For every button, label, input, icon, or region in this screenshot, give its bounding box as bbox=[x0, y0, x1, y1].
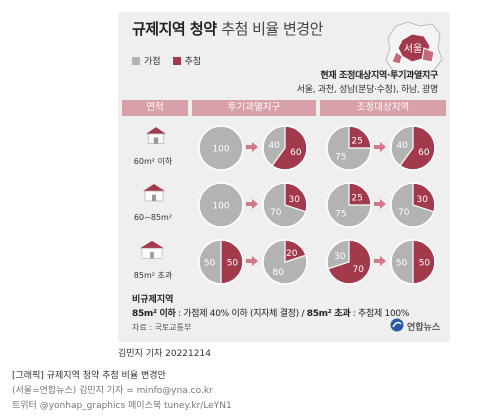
header-area: 면적 bbox=[122, 100, 188, 116]
yonhap-logo: 연합뉴스 bbox=[390, 318, 440, 335]
pie-general-value: 75 bbox=[335, 210, 346, 220]
title-normal: 추첨 비율 변경안 bbox=[221, 20, 323, 38]
header-speculative: 투기과열지구 bbox=[192, 100, 316, 116]
pie-lottery-value: 50 bbox=[227, 259, 239, 269]
house-icon-large bbox=[140, 240, 164, 259]
pie-outline bbox=[390, 182, 436, 228]
pie-general-value: 40 bbox=[396, 141, 408, 151]
change-arrow-icon bbox=[246, 142, 258, 152]
pie-general-slice bbox=[198, 182, 244, 228]
house-icon-small bbox=[146, 127, 166, 145]
pie-outline bbox=[390, 125, 436, 171]
legend-general-label: 가점 bbox=[144, 57, 161, 67]
rule-a-text: : 가점제 40% 이하 (지자체 결정) / bbox=[175, 309, 307, 319]
pie-lottery-value: 25 bbox=[351, 136, 362, 146]
pie-general-value: 30 bbox=[334, 252, 346, 262]
caption-social: 트위터 @yonhap_graphics 페이스북 tuney.kr/LeYN1 bbox=[12, 401, 232, 411]
rule-b-area: 85m² 초과 bbox=[306, 309, 351, 319]
adjustment-after-pie: 30 70 bbox=[390, 182, 436, 228]
non-regulated-heading: 비규제지역 bbox=[132, 295, 174, 305]
area-label: 85m² 초과 bbox=[133, 271, 173, 280]
pie-general-value: 75 bbox=[335, 153, 346, 163]
notice-regions: 서울, 과천, 성남(분당·수정), 하남, 광명 bbox=[296, 85, 439, 95]
pie-outline bbox=[326, 239, 372, 285]
speculative-before-pie: 100 bbox=[198, 182, 244, 228]
pie-lottery-value: 60 bbox=[418, 148, 430, 158]
pie-outline bbox=[326, 182, 372, 228]
caption-byline: (서울=연합뉴스) 김민지 기자 = minfo@yna.co.kr bbox=[12, 386, 213, 396]
pie-lottery-value: 50 bbox=[419, 259, 431, 269]
speculative-before-pie: 100 bbox=[198, 125, 244, 171]
pie-general-slice bbox=[198, 125, 244, 171]
yonhap-logo-text: 연합뉴스 bbox=[407, 323, 441, 333]
non-regulated-rule: 85m² 이하 : 가점제 40% 이하 (지자체 결정) / 85m² 초과 … bbox=[132, 306, 409, 319]
seoul-region-map-icon: 서울 bbox=[382, 18, 444, 78]
pie-general-value: 50 bbox=[396, 259, 408, 269]
speculative-before-pie: 50 50 bbox=[198, 239, 244, 285]
pie-outline bbox=[262, 182, 308, 228]
pie-lottery-value: 60 bbox=[290, 148, 302, 158]
source-note: 자료 : 국토교통부 bbox=[132, 323, 192, 332]
pie-general-value: 80 bbox=[273, 268, 285, 278]
pie-lottery-value: 30 bbox=[289, 195, 301, 205]
pie-general-value: 40 bbox=[268, 141, 280, 151]
pie-general-value: 50 bbox=[204, 259, 216, 269]
pie-lottery-value: 30 bbox=[417, 195, 429, 205]
adjustment-before-pie: 70 30 bbox=[326, 239, 372, 285]
house-icon-medium bbox=[143, 184, 165, 202]
area-row: 85m² 초과 50 50 20 80 70 30 50 50 bbox=[118, 236, 450, 286]
notice-heading: 현재 조정대상지역·투기과열지구 bbox=[320, 71, 438, 81]
change-arrow-icon bbox=[374, 256, 386, 266]
speculative-after-pie: 60 40 bbox=[262, 125, 308, 171]
adjustment-after-pie: 60 40 bbox=[390, 125, 436, 171]
change-arrow-icon bbox=[246, 199, 258, 209]
change-arrow-icon bbox=[374, 199, 386, 209]
legend-general-swatch bbox=[132, 56, 140, 65]
area-label: 60~85m² bbox=[133, 213, 173, 222]
rule-b-text: : 추첨제 100% bbox=[350, 309, 410, 319]
adjustment-after-pie: 50 50 bbox=[390, 239, 436, 285]
pie-general-value: 100 bbox=[212, 145, 229, 155]
reporter-credit: 김민지 기자 20221214 bbox=[118, 349, 211, 359]
pie-lottery-value: 25 bbox=[351, 193, 362, 203]
pie-outline bbox=[262, 125, 308, 171]
title-bold: 규제지역 청약 bbox=[132, 20, 217, 38]
caption-title: [그래픽] 규제지역 청약 추첨 비율 변경안 bbox=[12, 371, 166, 381]
area-row: 60m² 이하 100 60 40 25 75 60 40 bbox=[118, 122, 450, 172]
change-arrow-icon bbox=[246, 256, 258, 266]
legend-lottery-label: 추첨 bbox=[184, 57, 202, 67]
adjustment-before-pie: 25 75 bbox=[326, 182, 372, 228]
area-row: 60~85m² 100 30 70 25 75 30 70 bbox=[118, 179, 450, 229]
legend-lottery-swatch bbox=[172, 56, 181, 65]
rule-a-area: 85m² 이하 bbox=[132, 309, 176, 319]
pie-lottery-value: 20 bbox=[286, 249, 298, 259]
header-adjustment: 조정대상지역 bbox=[320, 100, 446, 116]
yonhap-logo-icon bbox=[390, 318, 404, 335]
pie-general-value: 70 bbox=[398, 208, 410, 218]
legend: 가점 추첨 bbox=[132, 54, 201, 67]
pie-general-value: 70 bbox=[270, 208, 282, 218]
pie-outline bbox=[390, 239, 436, 285]
pie-outline bbox=[326, 125, 372, 171]
speculative-after-pie: 30 70 bbox=[262, 182, 308, 228]
infographic-title: 규제지역 청약 추첨 비율 변경안 bbox=[132, 18, 323, 39]
pie-outline bbox=[262, 239, 308, 285]
adjustment-before-pie: 25 75 bbox=[326, 125, 372, 171]
pie-lottery-value: 70 bbox=[353, 265, 365, 275]
area-label: 60m² 이하 bbox=[133, 157, 173, 166]
map-label: 서울 bbox=[404, 43, 422, 55]
pie-outline bbox=[198, 239, 244, 285]
infographic-card: 규제지역 청약 추첨 비율 변경안 서울 가점 추첨 현재 조정대상지역·투기과… bbox=[118, 12, 450, 342]
pie-general-value: 100 bbox=[212, 202, 229, 212]
change-arrow-icon bbox=[374, 142, 386, 152]
